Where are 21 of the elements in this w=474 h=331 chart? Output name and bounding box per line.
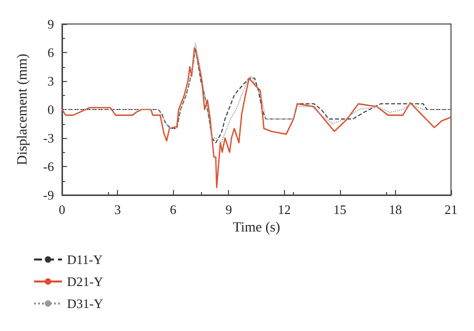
x-tick-label: 6 bbox=[170, 202, 177, 217]
x-tick-label: 18 bbox=[388, 202, 402, 217]
x-tick-label: 15 bbox=[333, 202, 346, 217]
legend-label: D31-Y bbox=[67, 296, 104, 311]
legend-label: D21-Y bbox=[67, 274, 104, 289]
y-tick-label: 0 bbox=[48, 102, 54, 117]
line-series bbox=[61, 47, 452, 188]
x-tick-label: 21 bbox=[444, 202, 458, 217]
x-tick-label: 9 bbox=[225, 202, 232, 217]
x-tick-label: 0 bbox=[58, 202, 66, 217]
y-tick-label: 6 bbox=[48, 45, 54, 60]
y-tick-label: -9 bbox=[43, 188, 54, 202]
legend-label: D11-Y bbox=[67, 252, 104, 267]
y-tick-label: 3 bbox=[48, 74, 54, 88]
y-tick-label: -3 bbox=[43, 130, 54, 146]
x-tick-label: 3 bbox=[114, 202, 121, 217]
x-tick-label: 12 bbox=[278, 202, 291, 217]
x-axis-title: Time (s) bbox=[232, 220, 280, 236]
y-axis-title: Displacement (mm) bbox=[16, 53, 30, 166]
y-tick-label: -6 bbox=[43, 159, 54, 174]
y-tick-label: 9 bbox=[48, 16, 54, 32]
